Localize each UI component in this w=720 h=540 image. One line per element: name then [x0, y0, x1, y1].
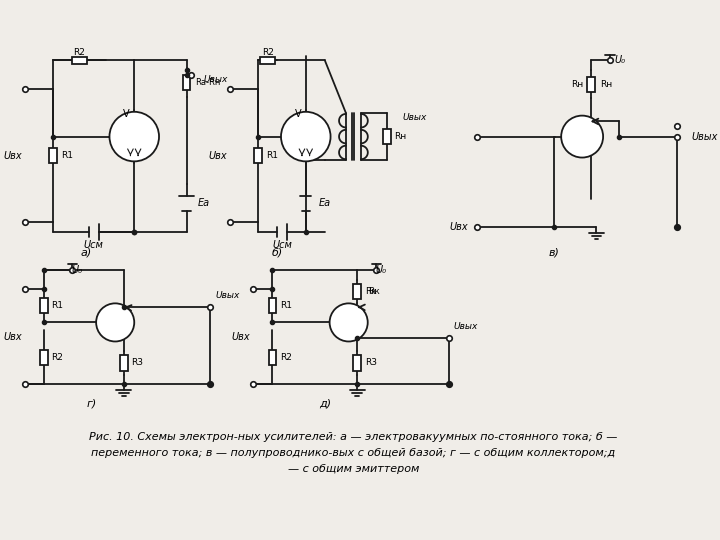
Text: Rн: Rн [395, 132, 407, 141]
Text: д): д) [319, 399, 331, 408]
Text: R1: R1 [280, 301, 292, 310]
Text: Рис. 10. Схемы электрон-ных усилителей: а — электровакуумных по-стоянного тока; : Рис. 10. Схемы электрон-ных усилителей: … [89, 432, 618, 442]
Text: Rн: Rн [571, 80, 583, 89]
Circle shape [281, 112, 330, 161]
Bar [269, 349, 276, 365]
Text: R2: R2 [51, 353, 63, 362]
Text: переменного тока; в — полупроводнико-вых с общей базой; г — с общим коллектором;: переменного тока; в — полупроводнико-вых… [91, 448, 616, 458]
Bar [72, 57, 87, 64]
Bar [40, 298, 48, 313]
Bar [383, 129, 390, 144]
Text: R1: R1 [51, 301, 63, 310]
Text: U₀: U₀ [615, 55, 626, 65]
Circle shape [96, 303, 134, 341]
Text: Uвых: Uвых [454, 322, 478, 330]
Bar [354, 284, 361, 299]
Text: Rк: Rк [365, 287, 377, 296]
Text: R2: R2 [262, 48, 274, 57]
Text: а): а) [81, 248, 92, 258]
Text: Uвх: Uвх [208, 151, 227, 160]
Text: Uвх: Uвх [449, 222, 468, 232]
Bar [260, 57, 275, 64]
Text: г): г) [86, 399, 96, 408]
Circle shape [561, 116, 603, 158]
Bar [183, 75, 191, 90]
Text: Eа: Eа [198, 198, 210, 208]
Text: в): в) [548, 248, 559, 258]
Text: Uвх: Uвх [3, 151, 22, 160]
Text: Uсм: Uсм [272, 240, 292, 250]
Text: Uвых: Uвых [692, 132, 718, 141]
Text: Rк: Rк [368, 287, 379, 296]
Text: Uвх: Uвх [232, 332, 251, 342]
Text: Rн: Rн [600, 80, 613, 89]
Text: U₀: U₀ [71, 265, 83, 275]
Text: R3: R3 [365, 359, 377, 367]
Bar [40, 349, 48, 365]
Bar [587, 77, 595, 92]
Text: V: V [123, 109, 130, 119]
Text: Uвых: Uвых [402, 113, 426, 122]
Text: U₀: U₀ [376, 265, 387, 275]
Bar [254, 148, 262, 163]
Text: V: V [295, 109, 302, 119]
Circle shape [109, 112, 159, 161]
Text: Uсм: Uсм [84, 240, 104, 250]
Text: Eа: Eа [319, 198, 331, 208]
Text: R1: R1 [61, 151, 73, 160]
Text: R1: R1 [266, 151, 278, 160]
Text: R3: R3 [131, 359, 143, 367]
Bar [120, 355, 127, 370]
Circle shape [330, 303, 368, 341]
Bar [269, 298, 276, 313]
Text: Uвых: Uвых [215, 291, 240, 300]
Text: — с общим эмиттером: — с общим эмиттером [288, 464, 419, 474]
Text: Rа-Rн: Rа-Rн [195, 78, 220, 87]
Text: Uвх: Uвх [3, 332, 22, 342]
Text: R2: R2 [73, 48, 86, 57]
Text: Uвых: Uвых [204, 75, 228, 84]
Text: б): б) [271, 248, 283, 258]
Bar [354, 355, 361, 370]
Text: R2: R2 [280, 353, 292, 362]
Bar [50, 148, 57, 163]
